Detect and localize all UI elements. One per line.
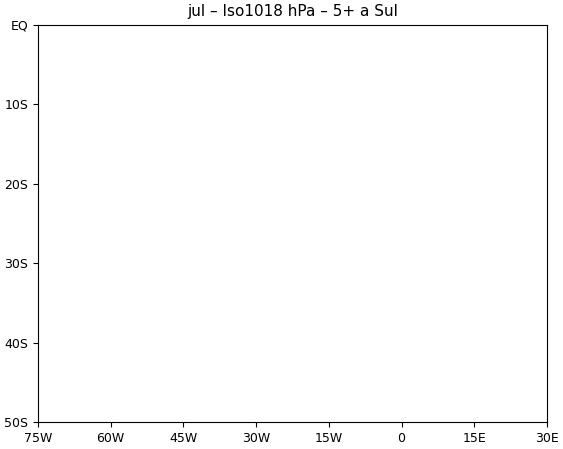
Title: jul – Iso1018 hPa – 5+ a Sul: jul – Iso1018 hPa – 5+ a Sul	[187, 4, 398, 19]
